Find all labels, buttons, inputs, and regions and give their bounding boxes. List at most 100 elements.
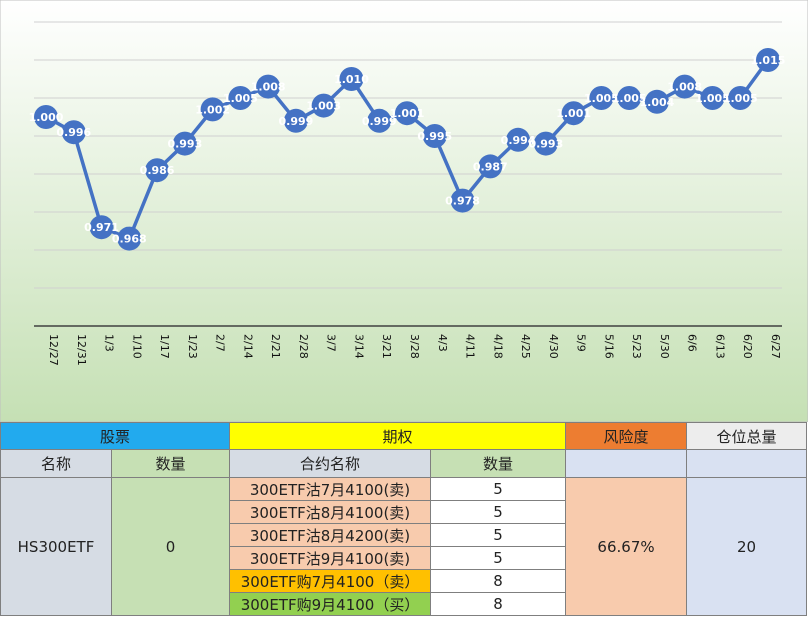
stock-qty: 0 xyxy=(110,477,231,616)
data-point xyxy=(228,86,253,110)
data-label: 0.993 xyxy=(528,138,563,151)
data-label: 0.999 xyxy=(362,115,397,128)
data-label: 1.010 xyxy=(334,73,369,86)
table-row: 300ETF购9月4100（买） 8 xyxy=(1,592,807,616)
x-tick-label: 6/27 xyxy=(769,334,782,359)
option-name: 300ETF购7月4100（卖） xyxy=(229,569,432,593)
section-option: 期权 xyxy=(229,422,567,450)
data-point xyxy=(200,97,225,122)
x-tick-label: 3/7 xyxy=(325,334,338,352)
data-label: 0.986 xyxy=(140,164,175,177)
data-label: 1.002 xyxy=(195,103,230,116)
data-label: 1.015 xyxy=(751,54,786,67)
data-label: 0.971 xyxy=(84,221,119,234)
data-label: 0.993 xyxy=(167,138,202,151)
data-point xyxy=(589,86,614,110)
table-row: 300ETF购7月4100（卖） 8 xyxy=(1,569,807,593)
data-point xyxy=(617,86,642,110)
option-name: 300ETF沽8月4100(卖) xyxy=(229,500,432,524)
x-tick-label: 6/20 xyxy=(741,334,754,359)
data-label: 1.003 xyxy=(306,100,341,113)
x-tick-label: 2/28 xyxy=(297,334,310,359)
x-tick-label: 3/28 xyxy=(408,334,421,359)
data-label: 1.001 xyxy=(556,107,591,120)
data-label: 1.008 xyxy=(667,81,702,94)
col-qty: 数量 xyxy=(110,449,231,478)
data-label: 0.995 xyxy=(417,130,452,143)
data-label: 1.005 xyxy=(723,92,758,105)
data-point xyxy=(395,101,419,126)
x-tick-label: 4/30 xyxy=(547,334,560,359)
data-label: 0.999 xyxy=(279,115,314,128)
col-contract: 合约名称 xyxy=(229,449,432,478)
section-position: 仓位总量 xyxy=(686,422,808,450)
x-tick-label: 6/13 xyxy=(713,334,726,359)
x-tick-label: 12/27 xyxy=(47,334,60,366)
x-tick-label: 2/21 xyxy=(269,334,282,359)
col-position-empty xyxy=(686,449,808,478)
data-point xyxy=(450,188,475,213)
section-stock: 股票 xyxy=(0,422,231,450)
data-label: 1.001 xyxy=(390,107,425,120)
data-label: 0.987 xyxy=(473,160,508,173)
stock-name: HS300ETF xyxy=(0,477,112,616)
option-name: 300ETF沽8月4200(卖) xyxy=(229,523,432,547)
x-tick-label: 2/7 xyxy=(214,334,227,352)
line-chart: 12/27 12/31 1/3 1/10 1/17 1/23 2/7 2/14 2/21 2/28… xyxy=(0,0,808,422)
position-value: 20 xyxy=(686,477,808,616)
option-qty: 8 xyxy=(430,592,567,616)
option-qty: 8 xyxy=(430,569,567,593)
x-tick-label: 3/14 xyxy=(352,334,365,359)
x-tick-label: 4/18 xyxy=(491,334,504,359)
option-qty: 5 xyxy=(430,500,567,524)
table-row: 300ETF沽8月4100(卖) 5 xyxy=(1,500,807,524)
data-label: 0.994 xyxy=(501,134,536,147)
data-point xyxy=(672,74,697,99)
x-tick-label: 1/23 xyxy=(186,334,199,359)
data-point xyxy=(283,108,308,133)
col-risk-empty xyxy=(565,449,688,478)
section-risk: 风险度 xyxy=(565,422,688,450)
data-label: 1.008 xyxy=(251,81,286,94)
data-label: 0.996 xyxy=(56,126,91,139)
data-point xyxy=(561,101,586,126)
column-header-row: 名称 数量 合约名称 数量 xyxy=(0,449,808,478)
option-name: 300ETF沽9月4100(卖) xyxy=(229,546,432,570)
data-points: 1.0000.9960.9710.9680.9860.9931.0021.005… xyxy=(29,48,786,251)
data-point xyxy=(34,105,58,129)
table-row: HS300ETF 0 300ETF沽7月4100(卖) 5 66.67% 20 xyxy=(0,477,808,616)
data-point xyxy=(367,108,392,133)
chart-background xyxy=(0,0,808,422)
data-point xyxy=(756,48,780,72)
data-label: 1.000 xyxy=(29,111,64,124)
data-label: 1.004 xyxy=(640,96,675,109)
option-qty: 5 xyxy=(430,523,567,547)
x-tick-label: 1/17 xyxy=(158,334,171,359)
x-tick-label: 12/31 xyxy=(75,334,88,366)
data-label: 1.005 xyxy=(584,92,619,105)
x-tick-label: 5/23 xyxy=(630,334,643,359)
x-tick-label: 5/30 xyxy=(658,334,671,359)
data-point xyxy=(478,154,503,179)
x-tick-label: 1/3 xyxy=(103,334,116,352)
data-label: 1.005 xyxy=(223,92,258,105)
risk-value: 66.67% xyxy=(565,477,688,616)
data-point xyxy=(339,67,364,91)
x-tick-label: 5/16 xyxy=(602,334,615,359)
data-label: 0.968 xyxy=(112,233,147,246)
data-point xyxy=(89,215,114,240)
data-point xyxy=(422,124,447,148)
x-tick-label: 1/10 xyxy=(130,334,143,359)
section-header-row: 股票 期权 风险度 仓位总量 xyxy=(0,422,808,450)
x-tick-label: 2/14 xyxy=(241,334,254,359)
data-point xyxy=(256,74,281,99)
option-qty: 5 xyxy=(430,477,567,501)
data-point xyxy=(145,158,170,183)
option-name: 300ETF沽7月4100(卖) xyxy=(229,477,432,501)
data-point xyxy=(506,127,531,152)
data-point xyxy=(117,226,142,251)
x-tick-labels: 12/27 12/31 1/3 1/10 1/17 1/23 2/7 2/14 2/21 2/28… xyxy=(47,334,782,366)
data-point xyxy=(61,120,86,145)
col-opt-qty: 数量 xyxy=(430,449,567,478)
data-label: 0.978 xyxy=(445,195,480,208)
